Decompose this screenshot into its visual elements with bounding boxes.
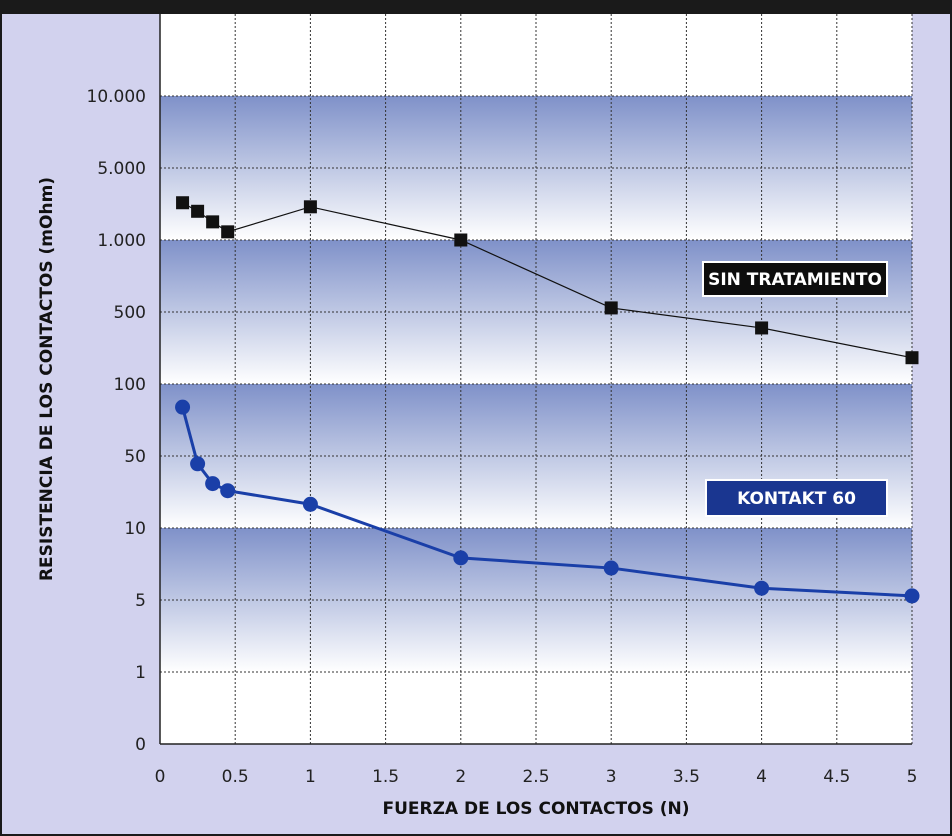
badge-kontakt-60 <box>705 479 888 517</box>
x-tick-label: 1 <box>305 767 316 787</box>
badge-sin-tratamiento <box>702 261 888 297</box>
series-point-circle <box>190 456 206 472</box>
x-tick-label: 1.5 <box>372 767 399 787</box>
x-tick-label: 3.5 <box>673 767 700 787</box>
y-tick-label: 0 <box>135 735 146 755</box>
y-tick-label: 5.000 <box>97 159 146 179</box>
series-point-circle <box>302 496 318 512</box>
series-point-circle <box>453 550 469 566</box>
series-point-circle <box>220 483 236 499</box>
y-tick-label: 5 <box>135 591 146 611</box>
series-layer <box>175 196 920 604</box>
series-point-square <box>755 321 769 335</box>
series-point-square <box>604 301 618 315</box>
y-axis-title: RESISTENCIA DE LOS CONTACTOS (mOhm) <box>37 177 57 581</box>
x-tick-label: 4.5 <box>823 767 850 787</box>
x-tick-label: 0 <box>155 767 166 787</box>
series-point-square <box>191 204 205 218</box>
series-point-square <box>206 215 220 229</box>
badge-kontakt-60-text: KONTAKT 60 <box>737 489 856 509</box>
y-axis-ticks: 0 1 5 10 50 100 500 1.000 5.000 10.000 <box>87 87 146 755</box>
x-axis-ticks: 0 0.5 1 1.5 2 2.5 3 3.5 4 4.5 5 <box>155 767 918 787</box>
badge-sin-tratamiento-text: SIN TRATAMIENTO <box>708 270 882 290</box>
y-tick-label: 50 <box>124 447 146 467</box>
y-tick-label: 500 <box>114 303 146 323</box>
series-point-circle <box>904 588 920 604</box>
y-tick-label: 10 <box>124 519 146 539</box>
x-tick-label: 5 <box>907 767 918 787</box>
y-tick-label: 1 <box>135 663 146 683</box>
series-point-square <box>176 196 190 210</box>
grid-lines <box>160 14 913 744</box>
series-labels: SIN TRATAMIENTO KONTAKT 60 <box>702 261 888 517</box>
x-tick-label: 4 <box>756 767 767 787</box>
series-point-circle <box>603 560 619 576</box>
plot-border <box>159 14 912 745</box>
series-point-square <box>303 200 317 214</box>
series-point-square <box>454 233 468 247</box>
x-tick-label: 3 <box>606 767 617 787</box>
x-tick-label: 2 <box>455 767 466 787</box>
x-tick-label: 0.5 <box>222 767 249 787</box>
y-tick-label: 100 <box>114 375 146 395</box>
y-tick-label: 1.000 <box>97 231 146 251</box>
series-point-circle <box>754 580 770 596</box>
y-tick-label: 10.000 <box>87 87 146 107</box>
x-axis-title: FUERZA DE LOS CONTACTOS (N) <box>382 799 689 819</box>
x-tick-label: 2.5 <box>522 767 549 787</box>
series-point-square <box>221 225 235 239</box>
series-point-circle <box>175 399 191 415</box>
series-point-circle <box>205 476 221 492</box>
series-point-square <box>905 351 919 365</box>
